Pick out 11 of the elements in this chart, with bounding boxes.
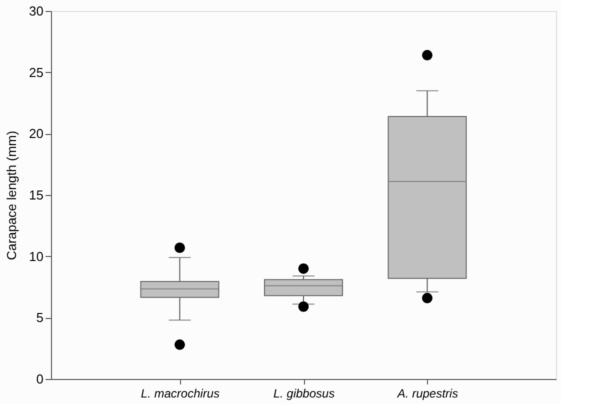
y-tick-label: 30 [29,4,44,18]
y-tick-label: 15 [29,188,44,202]
x-tick-label: L. gibbosus [273,386,335,400]
x-tick-label: A. rupestris [396,386,458,400]
y-tick-label: 20 [29,126,44,142]
y-tick-label: 10 [29,248,44,264]
y-tick-label: 5 [36,310,44,326]
y-tick-label: 25 [29,64,44,80]
x-tick-label: L. macrochirus [140,386,220,400]
y-axis-title: Carapace length (mm) [4,130,20,260]
y-tick-label: 0 [36,372,44,386]
